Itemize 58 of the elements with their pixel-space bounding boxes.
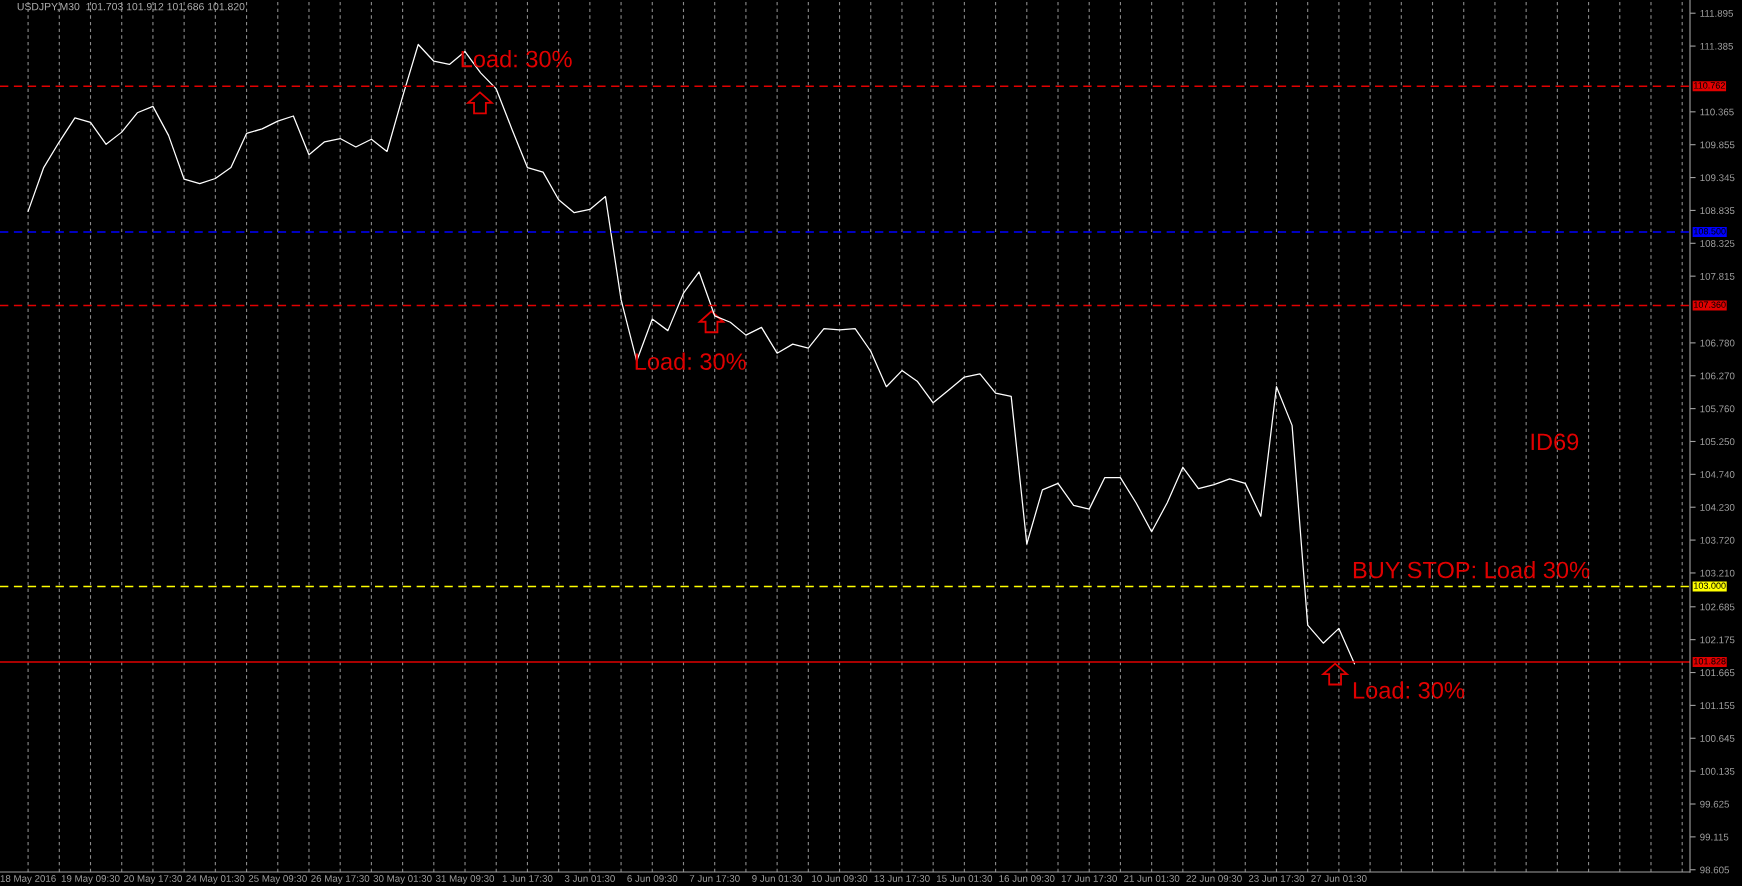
y-tick-label: 111.385 xyxy=(1700,42,1734,50)
x-tick-label: 21 Jun 01:30 xyxy=(1124,875,1180,882)
x-tick-label: 6 Jun 09:30 xyxy=(627,875,678,882)
y-tick-label: 106.270 xyxy=(1700,372,1735,380)
y-tick-label: 109.855 xyxy=(1700,141,1735,149)
x-tick-label: 15 Jun 01:30 xyxy=(937,875,993,882)
y-tick-label: 105.250 xyxy=(1700,438,1735,446)
annotation: Load: 30% xyxy=(635,352,746,370)
y-tick-label: 108.325 xyxy=(1700,240,1735,247)
x-tick-label: 31 May 09:30 xyxy=(435,875,495,884)
x-tick-label: 10 Jun 09:30 xyxy=(812,875,868,882)
y-tick-label: 104.230 xyxy=(1700,503,1735,511)
x-tick-label: 18 May 2016 xyxy=(0,875,56,884)
y-tick-label: 99.625 xyxy=(1700,800,1730,808)
x-tick-label: 9 Jun 01:30 xyxy=(752,875,803,882)
y-tick-label: 98.605 xyxy=(1700,866,1730,874)
y-tick-label: 110.365 xyxy=(1700,108,1734,116)
ref-line-label: 103.000 xyxy=(1694,582,1726,589)
y-tick-label: 105.760 xyxy=(1700,405,1735,413)
x-tick-label: 17 Jun 17:30 xyxy=(1061,875,1117,882)
x-tick-label: 16 Jun 09:30 xyxy=(999,875,1055,882)
x-tick-label: 24 May 01:30 xyxy=(186,875,245,884)
x-tick-label: 26 May 17:30 xyxy=(311,875,370,884)
line-series xyxy=(27,43,1356,665)
y-tick-label: 100.645 xyxy=(1700,735,1735,742)
ref-line-label: 107.360 xyxy=(1694,301,1726,308)
y-tick-label: 100.135 xyxy=(1700,767,1735,775)
annotation: ID69 xyxy=(1531,433,1579,451)
ref-line-label: 110.762 xyxy=(1694,82,1725,89)
y-tick-label: 104.740 xyxy=(1700,471,1735,478)
y-tick-label: 103.210 xyxy=(1700,569,1735,577)
x-tick-label: 23 Jun 17:30 xyxy=(1248,875,1305,882)
x-tick-label: 27 Jun 01:30 xyxy=(1311,875,1367,882)
x-tick-label: 25 May 09:30 xyxy=(248,875,307,884)
x-tick-label: 19 May 09:30 xyxy=(61,875,120,884)
x-tick-label: 3 Jun 01:30 xyxy=(564,875,615,882)
ref-line-label: 101.828 xyxy=(1694,658,1726,665)
annotation: BUY STOP: Load 30% xyxy=(1353,561,1590,579)
x-tick-label: 30 May 01:30 xyxy=(373,875,432,884)
annotation: Load: 30% xyxy=(1353,681,1465,699)
y-tick-label: 109.345 xyxy=(1700,174,1735,182)
chart-title: USDJPY,M30 101.703 101.912 101.686 101.820 xyxy=(17,2,245,12)
y-tick-label: 107.815 xyxy=(1700,272,1735,280)
y-tick-label: 101.155 xyxy=(1700,702,1735,710)
y-tick-label: 108.835 xyxy=(1700,207,1735,215)
x-tick-label: 20 May 17:30 xyxy=(123,875,183,884)
x-tick-label: 13 Jun 17:30 xyxy=(874,875,930,882)
x-tick-label: 7 Jun 17:30 xyxy=(689,875,740,882)
y-tick-label: 99.115 xyxy=(1700,833,1729,841)
y-tick-label: 103.720 xyxy=(1700,536,1735,544)
ref-line-label: 108.500 xyxy=(1694,228,1726,235)
x-tick-label: 1 Jun 17:30 xyxy=(502,875,553,882)
y-tick-label: 106.780 xyxy=(1700,339,1735,347)
x-tick-label: 22 Jun 09:30 xyxy=(1186,875,1242,882)
y-tick-label: 101.665 xyxy=(1700,669,1735,677)
y-tick-label: 102.175 xyxy=(1700,636,1735,644)
y-tick-label: 102.685 xyxy=(1700,603,1735,611)
y-tick-label: 111.895 xyxy=(1700,9,1734,17)
